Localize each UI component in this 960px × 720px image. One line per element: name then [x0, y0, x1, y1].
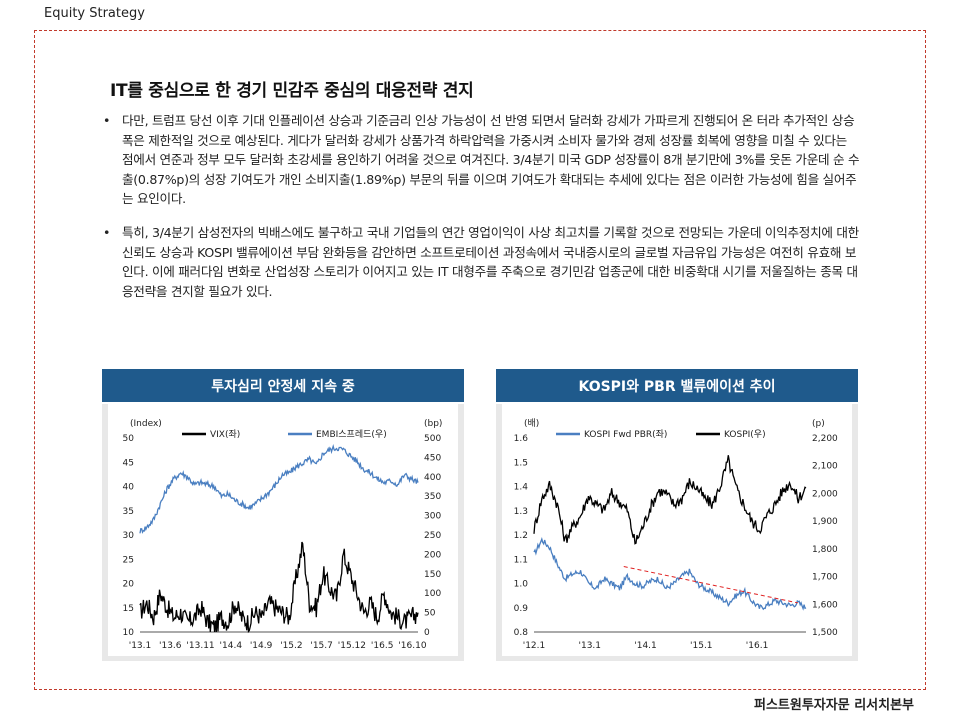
right-tick-label: 1,700: [812, 573, 838, 583]
x-tick-label: '16.10: [398, 641, 427, 651]
chart-title: KOSPI와 PBR 밸류에이션 추이: [496, 369, 858, 402]
right-tick-label: 500: [424, 434, 441, 444]
right-axis-unit: (p): [812, 419, 825, 429]
bullet-dot-icon: •: [103, 113, 111, 128]
right-tick-label: 150: [424, 570, 441, 580]
right-tick-label: 350: [424, 492, 441, 502]
bullet-item: • 특히, 3/4분기 삼성전자의 빅배스에도 불구하고 국내 기업들의 연간 …: [100, 223, 860, 301]
x-tick-label: '14.9: [250, 641, 273, 651]
right-tick-label: 1,900: [812, 517, 838, 527]
chart-svg: (Index) (bp)50454035302520151050045040035…: [108, 404, 458, 656]
left-tick-label: 15: [123, 604, 134, 614]
series-line: [533, 537, 807, 611]
x-tick-label: '13.1: [129, 641, 152, 651]
left-tick-label: 1.0: [514, 580, 529, 590]
left-tick-label: 1.3: [514, 507, 528, 517]
page-title: IT를 중심으로 한 경기 민감주 중심의 대응전략 견지: [110, 81, 474, 101]
x-tick-label: '15.12: [338, 641, 366, 651]
left-tick-label: 1.2: [514, 531, 528, 541]
series-line: [139, 541, 419, 634]
left-tick-label: 40: [123, 483, 135, 493]
right-axis-unit: (bp): [424, 419, 442, 429]
bullet-list: • 다만, 트럼프 당선 이후 기대 인플레이션 상승과 기준금리 인상 가능성…: [100, 111, 860, 315]
x-tick-label: '12.1: [523, 641, 546, 651]
chart-body: (Index) (bp) 50 45 40 35 30 25 20 15 10 500 450 400 35…: [102, 404, 464, 661]
x-tick-label: '13.11: [186, 641, 214, 651]
right-tick-label: 1,500: [812, 628, 838, 638]
right-tick-label: 400: [424, 473, 441, 483]
x-tick-label: '16.1: [746, 641, 769, 651]
footer-firm: 퍼스트원투자자문 리서치본부: [753, 698, 914, 713]
left-tick-label: 30: [123, 531, 135, 541]
x-tick-label: '13.6: [159, 641, 182, 651]
content-frame: [34, 30, 926, 690]
bullet-text: 특히, 3/4분기 삼성전자의 빅배스에도 불구하고 국내 기업들의 연간 영업…: [122, 224, 859, 299]
legend-label: VIX(좌): [210, 429, 240, 440]
left-tick-label: 0.8: [514, 628, 529, 638]
chart-title: 투자심리 안정세 지속 중: [102, 369, 464, 402]
left-tick-label: 45: [123, 458, 134, 468]
right-tick-label: 250: [424, 531, 441, 541]
left-tick-label: 1.4: [514, 483, 529, 493]
right-tick-label: 100: [424, 589, 441, 599]
x-tick-label: '16.5: [371, 641, 394, 651]
legend-label: KOSPI(우): [724, 429, 766, 440]
right-tick-label: 1,800: [812, 545, 838, 555]
left-tick-label: 35: [123, 507, 134, 517]
right-tick-label: 2,000: [812, 489, 838, 499]
chart-panel-sentiment: 투자심리 안정세 지속 중 (Index) (bp) 50 45 40 35 30 25 20 1…: [102, 369, 464, 661]
left-tick-label: 25: [123, 555, 134, 565]
left-tick-label: 10: [123, 628, 135, 638]
left-axis-unit: (배): [524, 418, 539, 429]
series-line: [533, 455, 807, 545]
legend-label: EMBI스프레드(우): [316, 429, 387, 440]
x-tick-label: '14.1: [634, 641, 657, 651]
chart-body: (배) (p) 1.6 1.5 1.4 1.3 1.2 1.1 1.0 0.9 0.8 2,200 2,…: [496, 404, 858, 661]
right-tick-label: 300: [424, 512, 441, 522]
right-tick-label: 0: [424, 628, 430, 638]
chart-svg: (배) (p) 1.6 1.5 1.4 1.3 1.2 1.1 1.0 0.9 0.8 2,200 2,…: [502, 404, 852, 656]
x-tick-label: '13.1: [579, 641, 602, 651]
section-label: Equity Strategy: [44, 6, 145, 21]
left-tick-label: 1.1: [514, 555, 528, 565]
bullet-dot-icon: •: [103, 224, 111, 240]
series-line: [139, 444, 419, 534]
left-tick-label: 1.5: [514, 458, 528, 468]
legend-label: KOSPI Fwd PBR(좌): [584, 429, 667, 440]
left-axis-unit: (Index): [130, 419, 162, 429]
x-tick-label: '15.1: [690, 641, 713, 651]
chart-panel-kospi: KOSPI와 PBR 밸류에이션 추이 (배) (p) 1.6 1.5 1.4 1.3 1.…: [496, 369, 858, 661]
bullet-item: • 다만, 트럼프 당선 이후 기대 인플레이션 상승과 기준금리 인상 가능성…: [100, 111, 860, 209]
left-tick-label: 1.6: [514, 434, 529, 444]
right-tick-label: 50: [424, 609, 436, 619]
left-tick-label: 0.9: [514, 604, 529, 614]
right-tick-label: 2,100: [812, 462, 838, 472]
left-tick-label: 50: [123, 434, 135, 444]
right-tick-label: 450: [424, 453, 441, 463]
right-tick-label: 2,200: [812, 434, 838, 444]
right-tick-label: 200: [424, 550, 441, 560]
x-tick-label: '14.4: [220, 641, 243, 651]
x-tick-label: '15.2: [280, 641, 303, 651]
trend-line: [623, 566, 798, 604]
right-tick-label: 1,600: [812, 600, 838, 610]
x-tick-label: '15.7: [310, 641, 333, 651]
left-tick-label: 20: [123, 580, 135, 590]
plot-background: [502, 404, 852, 656]
bullet-text: 다만, 트럼프 당선 이후 기대 인플레이션 상승과 기준금리 인상 가능성이 …: [122, 113, 860, 207]
